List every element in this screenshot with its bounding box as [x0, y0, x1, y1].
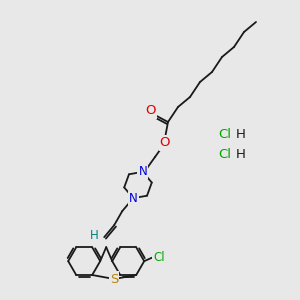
Text: Cl: Cl [218, 148, 231, 161]
Text: O: O [146, 104, 156, 118]
Text: Cl: Cl [153, 251, 165, 264]
Text: N: N [138, 165, 147, 178]
Text: S: S [110, 272, 118, 286]
Text: H: H [90, 229, 99, 242]
Text: H: H [236, 128, 246, 142]
Text: O: O [160, 136, 170, 149]
Text: H: H [236, 148, 246, 161]
Text: Cl: Cl [218, 128, 231, 142]
Text: N: N [129, 192, 138, 205]
